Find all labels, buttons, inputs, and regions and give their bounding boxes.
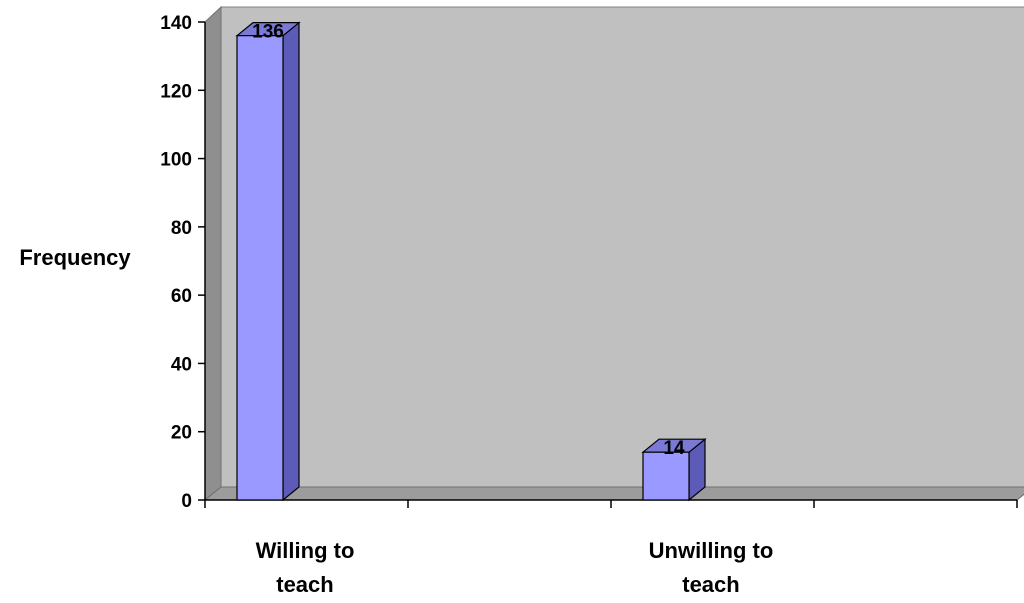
axes: 0 20 40 60 80 100 120 140 <box>160 13 1018 512</box>
back-wall <box>220 6 1024 488</box>
data-label: 14 <box>663 438 685 459</box>
y-axis-title: Frequency <box>19 245 131 270</box>
data-label: 136 <box>252 22 284 43</box>
y-tick-label: 140 <box>160 13 192 34</box>
plot-area <box>203 5 1024 502</box>
bar <box>235 21 301 502</box>
side-wall <box>204 5 222 502</box>
x-tick-label: Unwilling to <box>649 538 774 563</box>
bar-front <box>642 451 690 501</box>
y-tick-label: 0 <box>181 491 192 512</box>
y-tick-label: 40 <box>171 354 192 375</box>
y-tick-label: 120 <box>160 81 192 102</box>
floor <box>203 486 1024 501</box>
y-tick-label: 60 <box>171 286 192 307</box>
x-tick-label: Willing to <box>256 538 355 563</box>
bar <box>641 437 707 502</box>
y-tick-label: 20 <box>171 423 192 444</box>
bar-side <box>282 21 300 502</box>
y-tick-label: 80 <box>171 218 192 239</box>
labels: 136 Willing to teach 14 Unwilling to teach <box>252 22 773 597</box>
x-tick-label: teach <box>682 572 739 597</box>
bars <box>235 21 707 502</box>
bar-front <box>236 35 284 501</box>
x-tick-label: teach <box>276 572 333 597</box>
y-tick-label: 100 <box>160 150 192 171</box>
